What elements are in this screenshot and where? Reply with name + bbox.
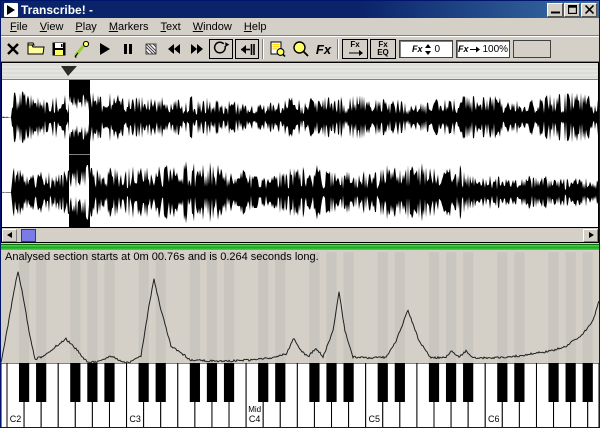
svg-text:C5: C5 <box>368 414 380 424</box>
svg-text:C3: C3 <box>129 414 141 424</box>
svg-text:Mid: Mid <box>248 405 261 414</box>
svg-text:C2: C2 <box>10 414 22 424</box>
svg-text:C4: C4 <box>249 414 261 424</box>
svg-text:C6: C6 <box>488 414 500 424</box>
